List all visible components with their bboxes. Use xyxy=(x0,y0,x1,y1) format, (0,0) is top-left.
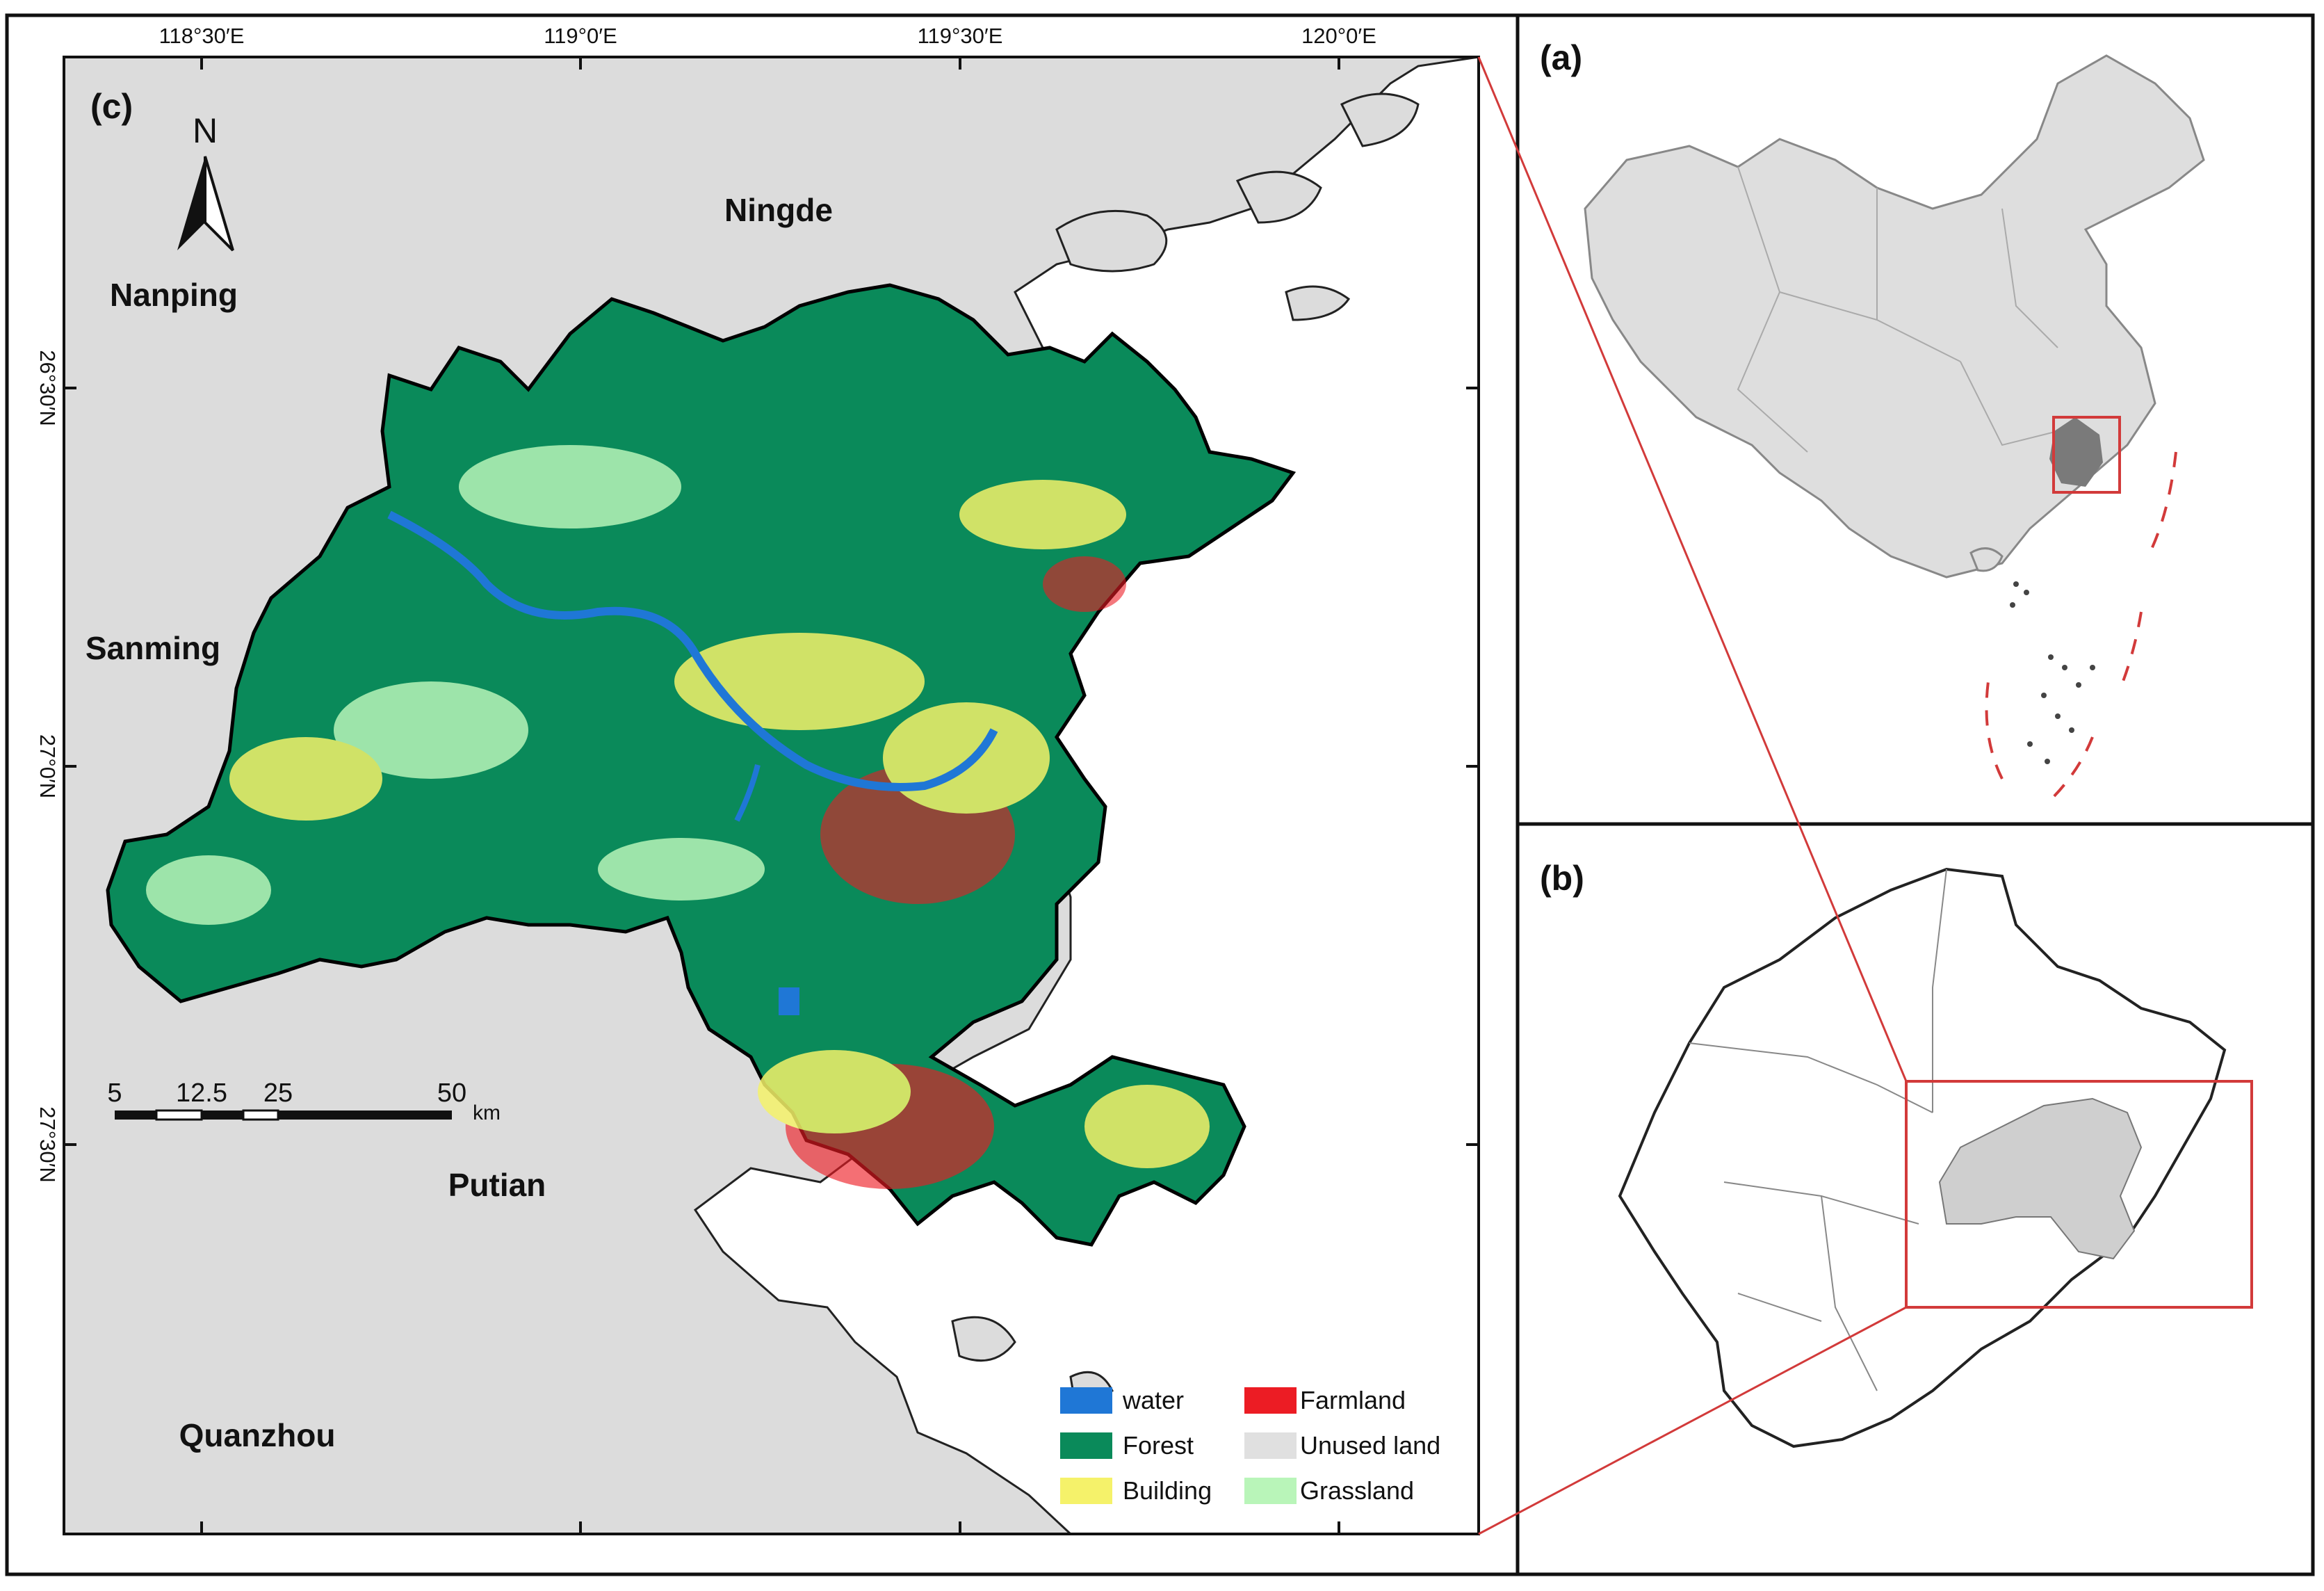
south-china-sea-islands xyxy=(2010,581,2095,764)
min-river xyxy=(387,510,998,791)
place-putian: Putian xyxy=(448,1167,546,1203)
legend-label-unused-land: Unused land xyxy=(1300,1431,1440,1460)
legend: water Forest Building Farmland Unused la… xyxy=(1060,1386,1440,1505)
land-cover-patches xyxy=(146,445,1210,1189)
river-branch xyxy=(734,764,761,822)
north-arrow-label: N xyxy=(193,111,218,150)
legend-swatch-farmland xyxy=(1244,1387,1297,1414)
longitude-label-1: 118°30′E xyxy=(159,24,245,48)
zoom-connector-lines xyxy=(1477,56,1908,1535)
longitude-label-3: 119°30′E xyxy=(918,24,1003,48)
legend-swatch-forest xyxy=(1060,1432,1112,1459)
latitude-label-1: 26°30′N xyxy=(35,350,60,426)
legend-label-building: Building xyxy=(1123,1476,1212,1505)
longitude-label-2: 119°0′E xyxy=(544,24,617,48)
latitude-label-3: 27°30′N xyxy=(35,1106,60,1183)
legend-label-farmland: Farmland xyxy=(1300,1386,1406,1414)
fujian-outline xyxy=(1618,867,2227,1448)
scale-bar: 5 12.5 25 50 km xyxy=(107,1079,501,1124)
legend-swatch-water xyxy=(1060,1387,1112,1414)
place-quanzhou: Quanzhou xyxy=(179,1417,336,1453)
scale-unit: km xyxy=(473,1101,501,1124)
place-sanming: Sanming xyxy=(86,630,220,666)
panel-b-label: (b) xyxy=(1540,859,1584,898)
legend-label-grassland: Grassland xyxy=(1300,1476,1414,1505)
legend-swatch-unused-land xyxy=(1244,1432,1297,1459)
scale-tick-12-5: 12.5 xyxy=(176,1079,227,1108)
nine-dash-line xyxy=(1985,451,2177,801)
legend-label-water: water xyxy=(1122,1386,1184,1414)
place-ningde: Ningde xyxy=(724,192,833,228)
study-area-highlight-box xyxy=(1905,1080,2253,1309)
place-nanping: Nanping xyxy=(110,277,238,313)
legend-swatch-building xyxy=(1060,1478,1112,1504)
offshore-islands xyxy=(951,92,1420,1401)
fujian-highlight-box xyxy=(2052,416,2121,494)
fujian-province xyxy=(2049,417,2103,487)
scale-tick-5: 5 xyxy=(107,1079,122,1108)
panel-a: (a) xyxy=(1540,38,2205,801)
latitude-label-2: 27°0′N xyxy=(35,734,60,798)
china-outline xyxy=(1584,54,2205,579)
graticule-ticks xyxy=(64,57,1479,1534)
china-province-lines xyxy=(1737,166,2058,453)
panel-c: 118°30′E 119°0′E 119°30′E 120°0′E 26°30′… xyxy=(35,24,1480,1535)
panel-b: (b) xyxy=(1540,859,2253,1448)
fuzhou-study-area-b xyxy=(1938,1097,2143,1260)
longitude-label-4: 120°0′E xyxy=(1301,24,1376,48)
north-arrow-icon: N xyxy=(177,111,234,252)
legend-swatch-grassland xyxy=(1244,1478,1297,1504)
panel-c-label: (c) xyxy=(90,87,133,126)
scale-tick-50: 50 xyxy=(437,1079,466,1108)
scale-tick-25: 25 xyxy=(263,1079,293,1108)
legend-label-forest: Forest xyxy=(1123,1431,1194,1460)
panel-a-label: (a) xyxy=(1540,38,1582,77)
reservoir-water xyxy=(779,987,799,1015)
panel-c-frame xyxy=(63,56,1480,1535)
hainan-island xyxy=(1969,547,2004,572)
